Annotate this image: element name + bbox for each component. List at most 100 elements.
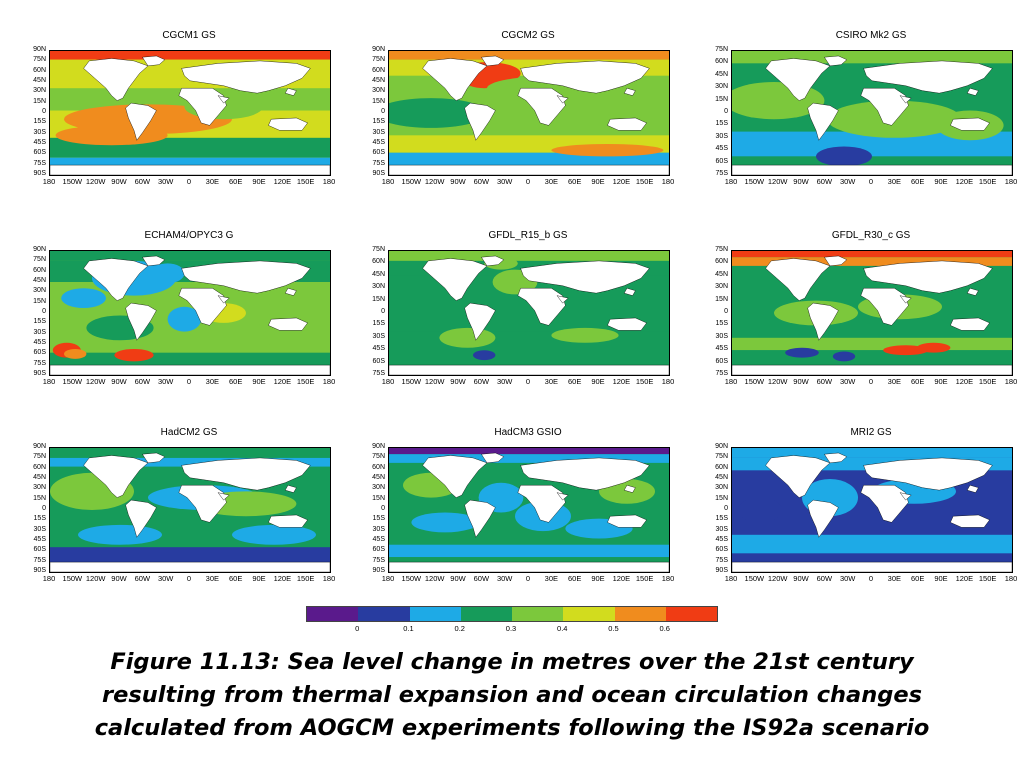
continent-outline (142, 56, 164, 66)
field-band (389, 454, 669, 463)
lon-tick-label: 180 (1004, 177, 1018, 186)
lon-tick-label: 120W (85, 574, 106, 583)
lat-tick-label: 60S (715, 157, 728, 165)
lon-tick-label: 60W (473, 377, 490, 386)
continent-outline (624, 485, 635, 492)
lon-tick-label: 150E (635, 177, 654, 186)
continent-outline (268, 318, 307, 330)
field-anomaly (439, 327, 496, 348)
field-band (732, 534, 1012, 554)
ocean-field-svg (732, 448, 1012, 572)
lon-tick-label: 30E (205, 177, 220, 186)
lon-tick-label: 120E (955, 177, 974, 186)
lon-tick-label: 180 (42, 377, 56, 386)
lat-tick-label: 75S (715, 170, 728, 177)
lon-tick-label: 90W (793, 574, 809, 583)
lat-tick-label: 45S (372, 536, 385, 543)
lon-tick-label: 60E (567, 574, 582, 583)
lat-tick-label: 15S (372, 515, 385, 523)
continent-outline (967, 485, 978, 492)
lat-tick-label: 45N (372, 474, 385, 481)
lon-tick-label: 60E (228, 177, 243, 186)
lon-tick-label: 150E (978, 377, 997, 386)
field-band (389, 251, 669, 261)
lat-tick-label: 60S (33, 149, 46, 157)
lon-tick-label: 150W (401, 377, 422, 386)
lon-tick-label: 120W (767, 377, 788, 386)
continent-outline (518, 88, 566, 125)
lat-tick-label: 0 (724, 308, 728, 315)
lon-tick-label: 150E (635, 574, 654, 583)
field-anomaly (150, 263, 185, 284)
lon-tick-label: 180 (322, 377, 336, 386)
lat-tick-label: 45S (33, 339, 46, 346)
continent-outline (423, 58, 487, 100)
continent-outline (389, 165, 669, 175)
lon-tick-label: 0 (186, 177, 192, 186)
lon-tick-label: 0 (186, 574, 192, 583)
caption-line-3: calculated from AOGCM experiments follow… (94, 715, 930, 741)
colorbar-tick-label: 0.1 (403, 624, 414, 633)
lat-tick-label: 0 (381, 108, 385, 115)
field-anomaly (411, 512, 479, 533)
lat-tick-label: 75S (715, 370, 728, 377)
lon-tick-label: 0 (525, 574, 531, 583)
panel-title: HadCM3 GSIO (494, 427, 562, 438)
lon-tick-label: 120E (273, 574, 292, 583)
lon-tick-label: 90W (111, 177, 127, 186)
lon-tick-label: 30W (157, 574, 174, 583)
ocean-field-svg (50, 448, 330, 572)
lat-tick-label: 60S (372, 357, 385, 365)
lat-tick-label: 15N (33, 494, 46, 502)
continent-outline (861, 485, 909, 522)
lon-tick-label: 150W (744, 177, 765, 186)
lat-tick-label: 60N (33, 463, 46, 471)
continent-outline (389, 365, 669, 375)
lon-tick-label: 60E (228, 377, 243, 386)
continent-outline (389, 562, 669, 572)
lon-tick-label: 90E (934, 177, 948, 186)
continent-outline (732, 365, 1012, 375)
lon-tick-label: 90W (111, 377, 127, 386)
lat-tick-label: 60N (715, 463, 728, 471)
field-anomaly (832, 351, 856, 362)
panel-title: GFDL_R15_b GS (488, 230, 568, 241)
lat-tick-label: 15N (33, 297, 46, 305)
lon-tick-label: 30E (205, 574, 220, 583)
lat-tick-label: 45S (33, 536, 46, 543)
continent-outline (481, 256, 503, 266)
lon-tick-label: 90E (252, 574, 266, 583)
panel-title: CGCM2 GS (501, 30, 555, 41)
lon-tick-label: 120W (424, 574, 445, 583)
lat-tick-label: 15N (372, 97, 385, 105)
panel-title: CGCM1 GS (162, 30, 216, 41)
lat-tick-label: 15S (33, 118, 46, 126)
lat-tick-label: 30S (33, 328, 46, 336)
lon-tick-label: 180 (322, 574, 336, 583)
lon-tick-label: 180 (381, 177, 395, 186)
lat-tick-label: 45N (33, 474, 46, 481)
lon-tick-label: 150W (62, 177, 83, 186)
continent-outline (824, 256, 846, 266)
lat-tick-label: 60S (372, 546, 385, 554)
continent-outline (624, 288, 635, 295)
field-anomaly (551, 144, 664, 157)
lon-tick-label: 150E (635, 377, 654, 386)
lat-tick-label: 90N (33, 443, 46, 450)
colorbar-segment (307, 607, 359, 621)
lon-tick-label: 180 (381, 377, 395, 386)
lon-tick-label: 120W (767, 574, 788, 583)
field-band (50, 448, 330, 458)
field-band (389, 51, 669, 60)
lon-tick-label: 90W (450, 574, 466, 583)
continent-outline (624, 88, 635, 95)
lon-tick-label: 120E (612, 377, 631, 386)
lat-tick-label: 45N (33, 277, 46, 284)
lat-tick-label: 90N (372, 443, 385, 450)
continent-outline (182, 261, 311, 293)
lat-tick-label: 45N (715, 70, 728, 78)
lat-tick-label: 60N (372, 463, 385, 471)
continent-outline (218, 493, 229, 500)
field-anomaly (55, 125, 168, 146)
lon-tick-label: 150W (401, 177, 422, 186)
